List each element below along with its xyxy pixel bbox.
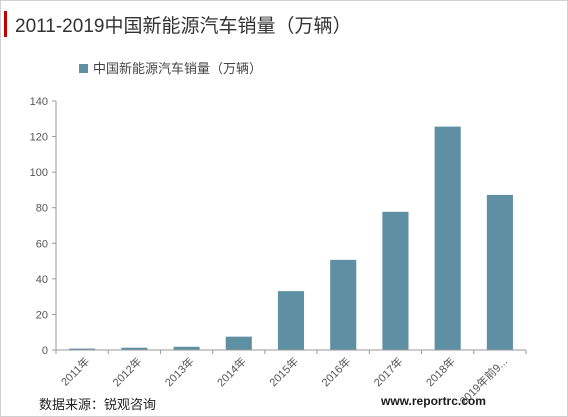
x-tick-label: 2013年	[162, 354, 197, 389]
legend-swatch	[79, 64, 88, 73]
y-tick-label: 20	[36, 309, 48, 321]
bar	[330, 259, 357, 350]
bar	[382, 211, 409, 350]
y-tick-label: 100	[30, 167, 48, 179]
x-tick-label: 2018年	[423, 354, 458, 389]
y-tick-label: 40	[36, 274, 48, 286]
y-tick-label: 0	[42, 345, 48, 357]
legend-label: 中国新能源汽车销量（万辆）	[93, 61, 262, 76]
bars	[69, 126, 513, 351]
y-axis: 0 20 40 60 80 100 120 140	[30, 96, 57, 357]
bar	[486, 194, 513, 350]
legend: 中国新能源汽车销量（万辆）	[79, 61, 262, 76]
title-accent-bar	[4, 11, 7, 37]
watermark: www.reportrc.com	[381, 394, 486, 408]
bar	[121, 347, 148, 350]
x-tick-label: 2014年	[214, 354, 249, 389]
bar	[277, 291, 305, 350]
bar	[434, 126, 461, 351]
x-tick-label: 2011年	[58, 354, 92, 388]
x-tick-label: 2012年	[109, 354, 144, 389]
x-tick-label: 2016年	[318, 354, 353, 389]
y-tick-label: 120	[30, 132, 48, 144]
x-tick-label: 2017年	[371, 354, 406, 389]
x-tick-label: 2015年	[266, 354, 301, 389]
bar	[225, 336, 252, 350]
y-tick-label: 80	[36, 203, 48, 215]
source-note: 数据来源：锐观咨询	[39, 397, 157, 412]
y-tick-label: 60	[36, 238, 48, 250]
bar	[173, 346, 200, 350]
chart-title: 2011-2019中国新能源汽车销量（万辆）	[15, 16, 352, 37]
bar	[69, 348, 96, 350]
y-tick-label: 140	[30, 96, 48, 108]
